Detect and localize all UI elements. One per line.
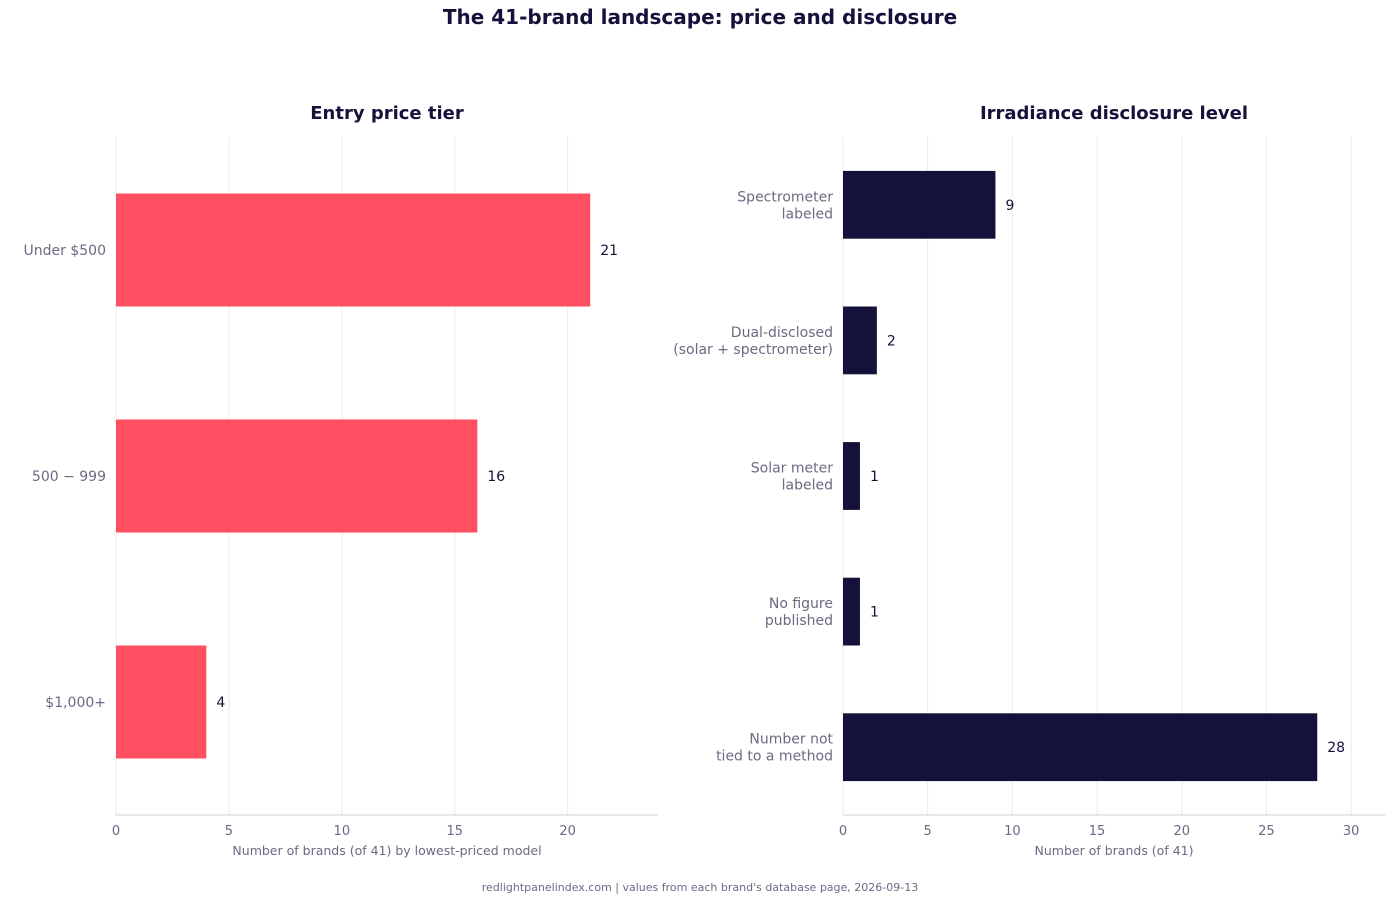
- disclosure-x-tick-label: 10: [1004, 824, 1021, 839]
- price-tier-x-tick-label: 10: [334, 824, 351, 839]
- price-tier-bar: [116, 193, 591, 307]
- disclosure-x-tick-label: 30: [1343, 824, 1360, 839]
- disclosure-bar: [843, 442, 860, 510]
- disclosure-category-label: Solar meter: [751, 461, 833, 477]
- disclosure-value-label: 2: [887, 333, 896, 349]
- disclosure-x-tick-label: 20: [1173, 824, 1190, 839]
- price-tier-category-label: Under $500: [24, 243, 106, 259]
- disclosure-category-label: labeled: [782, 206, 833, 222]
- price-tier-x-tick-label: 15: [446, 824, 463, 839]
- disclosure-value-label: 1: [870, 469, 879, 485]
- price-tier-value-label: 21: [600, 243, 618, 259]
- disclosure-category-label: Dual-disclosed: [731, 325, 833, 341]
- disclosure-level-chart: Irradiance disclosure level Spectrometer…: [673, 103, 1385, 858]
- disclosure-category-label: (solar + spectrometer): [673, 342, 833, 358]
- price-tier-x-tick-label: 5: [225, 824, 233, 839]
- price-tier-value-label: 16: [487, 469, 505, 485]
- price-tier-x-tick-label: 0: [112, 824, 120, 839]
- disclosure-category-label: tied to a method: [716, 749, 833, 765]
- price-tier-chart-title: Entry price tier: [310, 103, 464, 124]
- disclosure-x-tick-label: 0: [839, 824, 847, 839]
- price-tier-chart: Entry price tier Under $500 500 − 999 $1,0…: [24, 103, 658, 858]
- disclosure-x-tick-label: 15: [1089, 824, 1106, 839]
- disclosure-bar: [843, 577, 860, 646]
- disclosure-bar: [843, 306, 877, 375]
- price-tier-category-label: $1,000+: [45, 695, 106, 711]
- disclosure-category-label: Number not: [749, 732, 833, 748]
- disclosure-x-tick-label: 25: [1258, 824, 1275, 839]
- disclosure-bar: [843, 713, 1318, 782]
- disclosure-category-label: Spectrometer: [737, 189, 833, 205]
- price-tier-x-tick-label: 20: [559, 824, 576, 839]
- price-tier-value-label: 4: [216, 695, 225, 711]
- disclosure-category-label: No figure: [769, 596, 833, 612]
- disclosure-bar: [843, 170, 996, 239]
- disclosure-value-label: 9: [1005, 198, 1014, 214]
- disclosure-value-label: 1: [870, 605, 879, 621]
- figure-title: The 41-brand landscape: price and disclo…: [443, 5, 957, 29]
- disclosure-category-label: published: [765, 613, 833, 629]
- disclosure-value-label: 28: [1327, 740, 1345, 756]
- price-tier-category-label: 500 − 999: [32, 469, 106, 485]
- disclosure-x-tick-label: 5: [924, 824, 932, 839]
- disclosure-category-label: labeled: [782, 478, 833, 494]
- source-footer: redlightpanelindex.com | values from eac…: [482, 881, 918, 894]
- disclosure-level-x-axis-label: Number of brands (of 41): [1035, 843, 1194, 858]
- price-tier-bar: [116, 419, 478, 533]
- disclosure-level-chart-title: Irradiance disclosure level: [980, 103, 1248, 124]
- price-tier-x-axis-label: Number of brands (of 41) by lowest-price…: [232, 843, 541, 858]
- price-tier-bar: [116, 645, 207, 759]
